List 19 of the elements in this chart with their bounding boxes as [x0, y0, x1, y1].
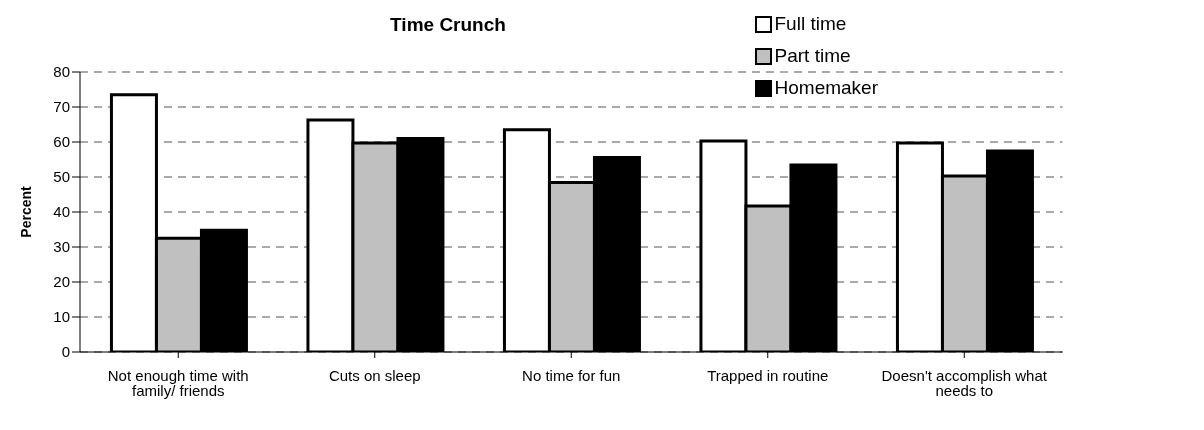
- y-axis-title: Percent: [17, 185, 34, 238]
- x-tick-label: Cuts on sleep: [328, 366, 421, 384]
- y-tick-label: 70: [53, 98, 70, 116]
- y-tick-label: 50: [53, 168, 70, 186]
- x-tick-label: Not enough time with family/ friends: [107, 366, 249, 399]
- legend-label: Homemaker: [774, 76, 878, 100]
- x-tick-label: No time for fun: [522, 366, 621, 384]
- x-tick-label: Doesn't accomplish what needs to: [881, 366, 1048, 399]
- y-tick-label: 80: [53, 63, 70, 81]
- y-tick-label: 30: [53, 238, 70, 256]
- y-tick-label: 20: [53, 273, 70, 291]
- chart-title: Time Crunch: [389, 14, 507, 36]
- y-tick-label: 10: [53, 308, 70, 326]
- y-tick-label: 0: [61, 343, 70, 361]
- legend-label: Full time: [774, 12, 847, 36]
- legend-label: Part time: [774, 44, 851, 68]
- y-tick-label: 40: [53, 203, 70, 221]
- y-tick-label: 60: [53, 133, 70, 151]
- x-tick-label: Trapped in routine: [707, 366, 829, 384]
